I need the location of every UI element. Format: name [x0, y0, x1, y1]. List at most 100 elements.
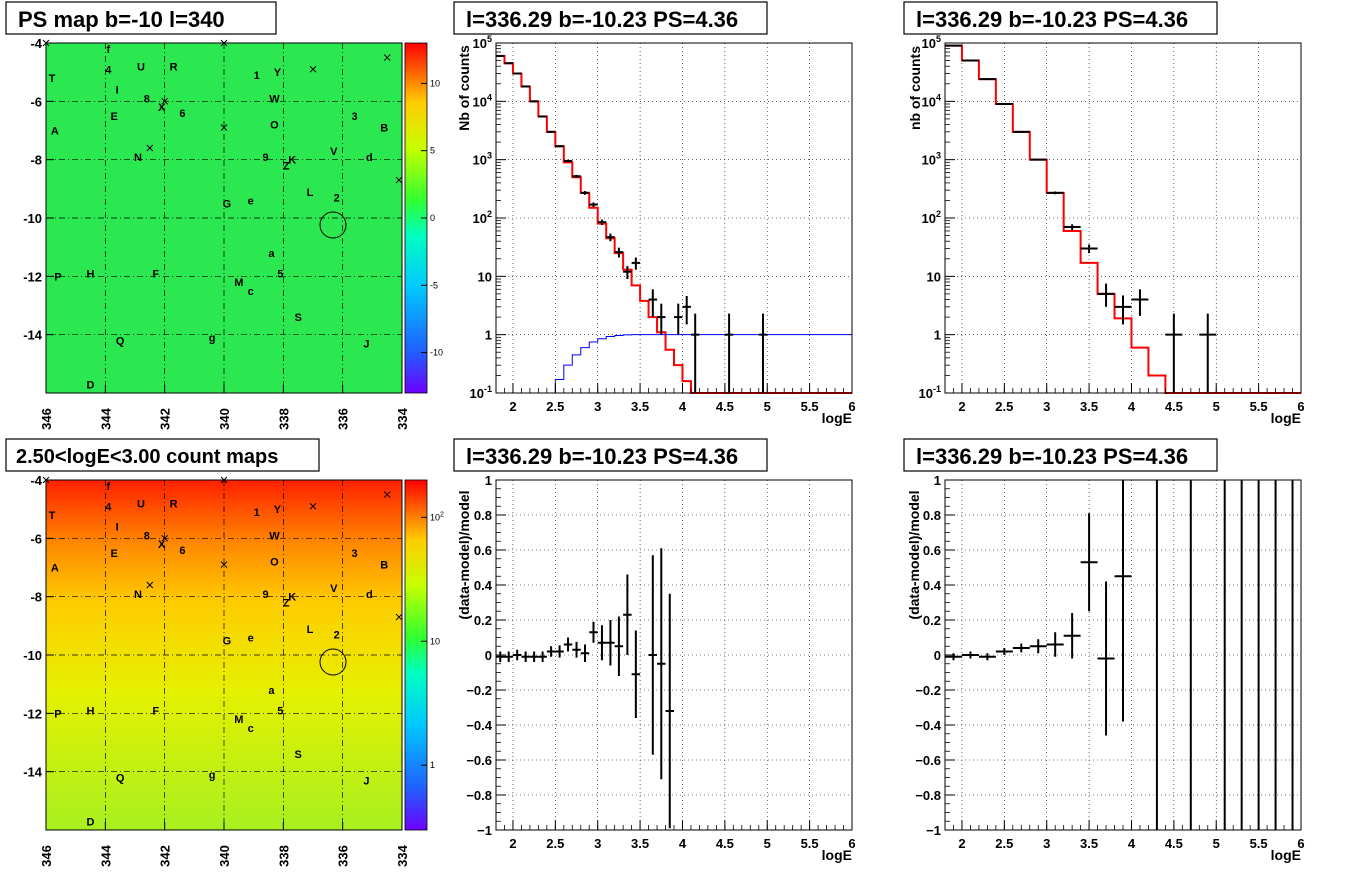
y-tick-label: 102: [473, 209, 492, 226]
model-step-line-1: [496, 334, 852, 394]
count-map-grid: [46, 480, 402, 830]
x-tick-label: 2.5: [546, 399, 564, 414]
source-label-e: e: [248, 633, 254, 645]
source-label-G: G: [223, 198, 232, 210]
cross-marker: [220, 561, 228, 568]
map-x-tick-label: 340: [217, 845, 232, 867]
source-label-c: c: [248, 286, 254, 298]
map-y-tick-label: -6: [30, 531, 42, 546]
y-tick-label: 0.4: [474, 578, 493, 593]
source-label-E: E: [111, 111, 118, 123]
y-tick-label: 0.8: [474, 508, 492, 523]
source-label-N: N: [134, 152, 142, 164]
cross-marker: [395, 176, 403, 184]
plot-frame: [495, 42, 853, 394]
cross-marker: [161, 534, 169, 542]
residuals-binned-y-label: (data-model)/model: [906, 490, 922, 619]
source-label-6: 6: [179, 108, 185, 120]
source-label-X: X: [158, 539, 166, 551]
source-label-5: 5: [277, 268, 283, 280]
x-tick-label: 4.5: [716, 399, 734, 414]
map-y-tick-label: -12: [23, 269, 42, 284]
source-label-1: 1: [254, 507, 260, 519]
map-y-tick-label: -6: [30, 94, 42, 109]
x-tick-label: 5.5: [1250, 836, 1268, 851]
count-map-title-box: [5, 438, 320, 472]
residuals-binned-data-points: [945, 480, 1294, 830]
spectrum-title: l=336.29 b=-10.23 PS=4.36: [466, 7, 738, 32]
residuals-plot-area: [495, 479, 853, 831]
source-label-K: K: [288, 592, 296, 604]
cross-marker: [220, 124, 228, 131]
x-tick-label: 4: [1128, 836, 1136, 851]
cross-marker: [395, 613, 403, 621]
x-tick-label: 6: [1297, 836, 1304, 851]
source-label-W: W: [269, 93, 280, 105]
source-label-R: R: [170, 61, 178, 73]
source-label-4: 4: [105, 64, 112, 76]
source-label-Q: Q: [116, 773, 125, 785]
x-tick-label: 3: [594, 836, 601, 851]
source-label-N: N: [134, 589, 142, 601]
count-colorbar-tick-label: 10: [430, 636, 440, 646]
source-label-L: L: [307, 624, 314, 636]
spectrum-binned-y-label: nb of counts: [907, 46, 923, 130]
x-tick-label: 4.5: [716, 836, 734, 851]
y-tick-label: −1: [477, 823, 492, 838]
y-tick-label: −0.8: [466, 788, 492, 803]
y-tick-label: 0.2: [923, 613, 941, 628]
cross-marker: [146, 581, 154, 589]
y-tick-label: 0.6: [474, 543, 492, 558]
y-tick-label: 104: [473, 92, 492, 109]
source-label-T: T: [49, 73, 56, 85]
count-map-title: 2.50<logE<3.00 count maps: [16, 446, 278, 468]
x-tick-label: 6: [848, 399, 855, 414]
source-label-H: H: [87, 705, 95, 717]
source-label-1: 1: [254, 70, 260, 82]
map-x-tick-label: 342: [158, 845, 173, 867]
counts-spectrum-panel: l=336.29 b=-10.23 PS=4.36 2 2.5 3 3.5 4 4.5 5 5…: [453, 1, 856, 426]
source-label-R: R: [170, 498, 178, 510]
count-colorbar-tick-label: 1: [430, 760, 435, 770]
source-label-F: F: [152, 268, 159, 280]
x-tick-label: 5.5: [1250, 399, 1268, 414]
ps-colorbar-tick-label: 0: [430, 213, 435, 223]
source-label-Z: Z: [283, 161, 290, 173]
source-label-O: O: [270, 557, 279, 569]
x-tick-label: 5: [1213, 836, 1220, 851]
source-label-K: K: [288, 155, 296, 167]
source-label-G: G: [223, 635, 232, 647]
y-tick-label: −0.6: [915, 753, 941, 768]
source-label-V: V: [330, 583, 338, 595]
source-label-8: 8: [144, 530, 150, 542]
map-x-tick-label: 334: [395, 407, 410, 429]
y-tick-label: −0.2: [915, 683, 941, 698]
source-label-I: I: [116, 85, 119, 97]
x-tick-label: 3.5: [631, 399, 649, 414]
counts-spectrum-binned-panel: l=336.29 b=-10.23 PS=4.36 2 2.5 3 3.5 4 4.5 5 5…: [903, 1, 1305, 426]
x-tick-label: 3.5: [1080, 836, 1098, 851]
x-tick-label: 5: [764, 399, 771, 414]
x-tick-label: 4: [679, 836, 687, 851]
ps-colorbar-tick-label: -10: [430, 348, 443, 358]
plot-frame: [944, 479, 1302, 831]
source-label-S: S: [294, 749, 301, 761]
map-x-tick-label: 340: [217, 408, 232, 430]
source-label-W: W: [269, 530, 280, 542]
spectrum-y-label: Nb of counts: [456, 45, 472, 131]
map-x-tick-label: 346: [39, 408, 54, 430]
source-label-Q: Q: [116, 336, 125, 348]
x-tick-label: 4.5: [1165, 836, 1183, 851]
source-label-V: V: [330, 146, 338, 158]
map-frame: [45, 42, 403, 394]
map-x-tick-label: 336: [336, 845, 351, 867]
y-tick-label: −0.4: [915, 718, 941, 733]
x-tick-label: 3: [594, 399, 601, 414]
source-label-J: J: [363, 775, 369, 787]
map-y-tick-label: -10: [23, 211, 42, 226]
map-x-tick-label: 338: [276, 408, 291, 430]
residuals-binned-title-box: [903, 438, 1218, 472]
y-tick-label: −1: [926, 823, 941, 838]
x-tick-label: 2.5: [995, 399, 1013, 414]
